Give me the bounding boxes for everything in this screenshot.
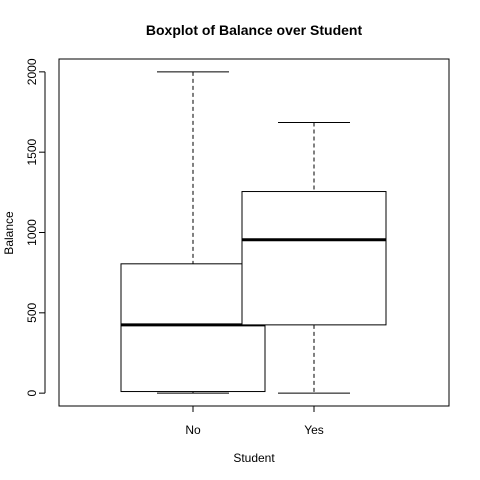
y-tick-label: 1000 [25, 219, 39, 246]
x-axis-title: Student [233, 451, 275, 465]
y-tick-label: 1500 [25, 139, 39, 166]
x-tick-label: No [185, 423, 201, 437]
chart-title: Boxplot of Balance over Student [146, 22, 363, 38]
y-axis: 0 500 1000 1500 2000 [25, 58, 46, 396]
y-tick-label: 500 [25, 302, 39, 322]
box-group-no [120, 71, 266, 394]
iqr-box [120, 263, 266, 393]
y-tick-label: 2000 [25, 58, 39, 85]
box-group-yes [241, 121, 387, 394]
box-series [120, 71, 387, 394]
y-axis-title: Balance [2, 211, 16, 255]
iqr-box [241, 191, 387, 326]
x-tick-label: Yes [304, 423, 324, 437]
x-axis: No Yes [185, 405, 324, 437]
y-tick-label: 0 [25, 389, 39, 396]
